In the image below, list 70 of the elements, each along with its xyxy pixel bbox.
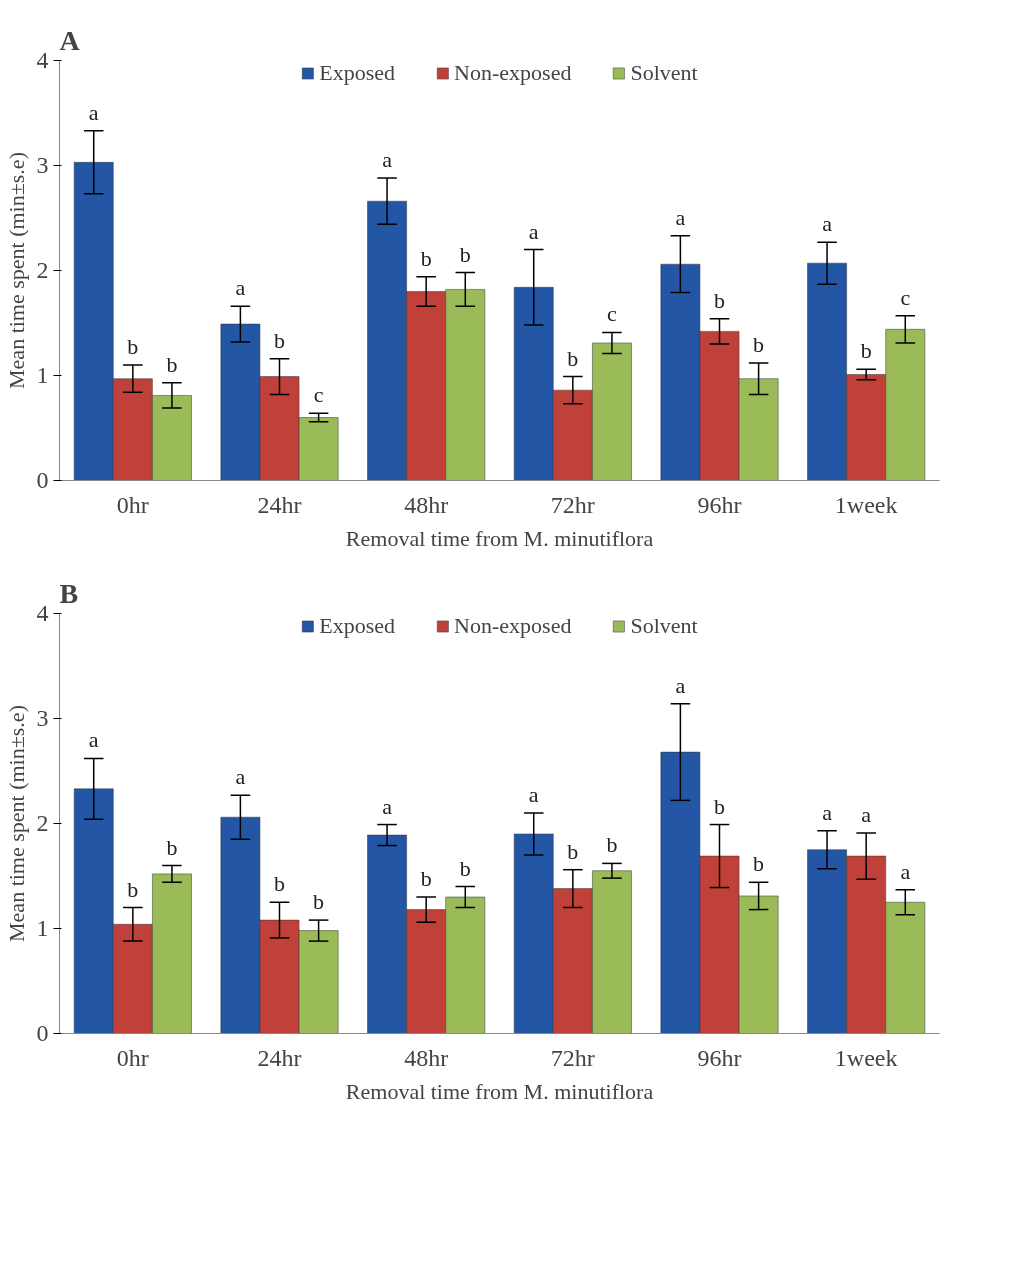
y-tick-label: 2 <box>36 257 49 283</box>
chart-title: A <box>59 24 81 56</box>
data-label: b <box>714 793 725 819</box>
x-tick-label: 24hr <box>257 491 302 518</box>
x-tick-label: 0hr <box>116 491 149 518</box>
data-label: b <box>606 832 618 858</box>
chart-title: B <box>59 577 79 609</box>
data-label: b <box>166 834 178 860</box>
data-label: a <box>900 858 911 884</box>
data-label: a <box>382 793 393 819</box>
data-label: b <box>127 876 139 902</box>
data-label: b <box>127 334 139 359</box>
data-label: b <box>459 241 471 267</box>
x-tick-label: 48hr <box>404 1044 449 1071</box>
data-label: c <box>900 284 911 310</box>
y-tick-label: 1 <box>36 915 49 941</box>
data-label: a <box>861 801 872 827</box>
legend-label: Non-exposed <box>454 60 572 86</box>
data-label: b <box>459 855 471 881</box>
legend-label: Solvent <box>630 60 698 86</box>
data-label: a <box>675 204 686 230</box>
data-label: b <box>567 838 579 864</box>
data-label: c <box>607 301 618 327</box>
y-tick-label: 4 <box>36 600 49 626</box>
y-axis-title: Mean time spent (min±s.e) <box>3 152 29 389</box>
data-label: a <box>235 764 246 790</box>
data-label: b <box>420 245 432 271</box>
data-label: b <box>753 331 765 357</box>
x-tick-label: 1week <box>834 491 898 518</box>
legend-label: Exposed <box>319 60 396 86</box>
x-tick-label: 48hr <box>404 491 449 518</box>
y-axis-title: Mean time spent (min±s.e) <box>3 705 29 942</box>
data-label: a <box>88 727 99 753</box>
data-label: b <box>567 345 579 371</box>
y-tick-label: 1 <box>36 362 49 388</box>
x-tick-label: 1week <box>834 1044 898 1071</box>
x-tick-label: 0hr <box>116 1044 149 1071</box>
data-label: a <box>382 147 393 173</box>
data-label: b <box>274 327 285 353</box>
y-tick-label: 4 <box>36 47 49 73</box>
data-label: a <box>528 782 539 807</box>
legend-label: Exposed <box>319 613 396 639</box>
data-label: b <box>420 866 432 891</box>
data-label: a <box>822 211 833 237</box>
data-label: a <box>822 799 833 825</box>
data-label: a <box>88 99 99 125</box>
data-label: b <box>753 851 765 877</box>
legend-label: Non-exposed <box>454 613 572 639</box>
data-label: b <box>860 338 872 364</box>
y-tick-label: 2 <box>36 810 49 836</box>
data-label: c <box>313 382 324 408</box>
x-axis-title: Removal time from M. minutiflora <box>345 525 654 551</box>
y-tick-label: 3 <box>36 152 49 178</box>
data-label: b <box>274 871 285 897</box>
x-tick-label: 72hr <box>550 1044 595 1071</box>
x-tick-label: 24hr <box>257 1044 302 1071</box>
y-tick-label: 3 <box>36 705 49 731</box>
y-tick-label: 0 <box>36 467 49 493</box>
x-tick-label: 96hr <box>697 491 742 518</box>
data-label: a <box>235 275 246 301</box>
y-tick-label: 0 <box>36 1020 49 1046</box>
data-label: a <box>675 672 686 698</box>
data-label: b <box>313 889 325 915</box>
x-axis-title: Removal time from M. minutiflora <box>345 1078 654 1104</box>
data-label: a <box>528 218 539 244</box>
x-tick-label: 72hr <box>550 491 595 518</box>
x-tick-label: 96hr <box>697 1044 742 1071</box>
data-label: b <box>166 351 178 377</box>
legend-label: Solvent <box>630 613 698 639</box>
data-label: b <box>714 287 725 313</box>
